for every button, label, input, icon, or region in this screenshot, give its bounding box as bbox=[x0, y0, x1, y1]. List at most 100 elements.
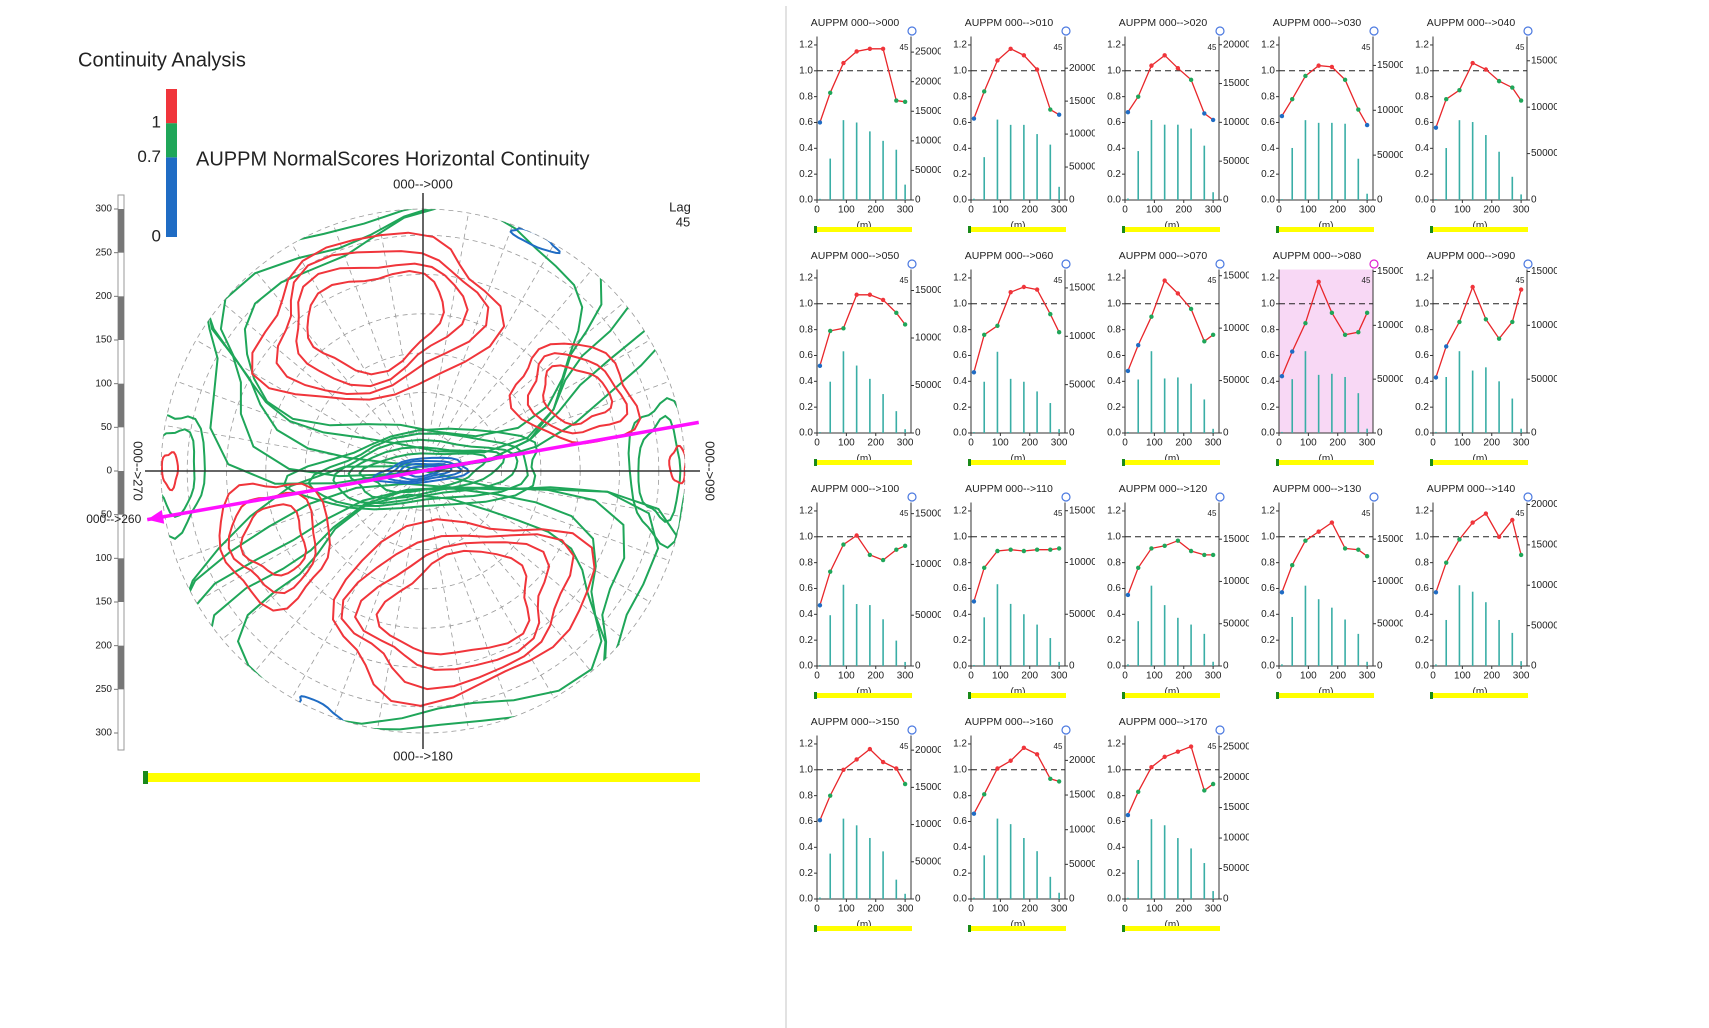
lag-slider-handle[interactable] bbox=[143, 771, 148, 784]
y-tick-label: 0.8 bbox=[1107, 557, 1121, 568]
lag-label: 45 bbox=[1054, 509, 1063, 518]
colorbar-label: 0.7 bbox=[137, 147, 161, 166]
variogram-chart[interactable]: AUPPM 000-->060 45 0.0 0.2 0.4 0.6 0.8 1.0 1.2 0 1… bbox=[953, 250, 1103, 466]
lag-slider-handle[interactable] bbox=[1122, 459, 1125, 466]
variogram-chart[interactable]: AUPPM 000-->170 45 0.0 0.2 0.4 0.6 0.8 1.0 1.2 0 1… bbox=[1107, 716, 1257, 932]
lag-slider[interactable] bbox=[815, 693, 912, 698]
lag-slider-handle[interactable] bbox=[1122, 692, 1125, 699]
x-tick-label: 0 bbox=[968, 438, 974, 449]
x-axis-label: (m) bbox=[857, 454, 872, 465]
lag-slider[interactable] bbox=[1123, 227, 1220, 232]
variogram-chart[interactable]: AUPPM 000-->070 45 0.0 0.2 0.4 0.6 0.8 1.0 1.2 0 1… bbox=[1107, 250, 1257, 466]
chart-title: AUPPM 000-->060 bbox=[965, 250, 1054, 262]
y-tick-label: 1.0 bbox=[1107, 531, 1121, 542]
lag-slider[interactable] bbox=[1123, 693, 1220, 698]
x-tick-label: 100 bbox=[838, 904, 855, 915]
lag-slider[interactable] bbox=[969, 227, 1066, 232]
lag-slider-handle[interactable] bbox=[968, 925, 971, 932]
lag-slider-handle[interactable] bbox=[814, 226, 817, 233]
radial-line bbox=[432, 488, 555, 699]
direction-label: 000-->000 bbox=[393, 176, 453, 191]
x-tick-label: 300 bbox=[1359, 671, 1376, 682]
variogram-chart[interactable]: AUPPM 000-->130 45 0.0 0.2 0.4 0.6 0.8 1.0 1.2 0 1… bbox=[1261, 483, 1411, 699]
variogram-chart[interactable]: AUPPM 000-->020 45 0.0 0.2 0.4 0.6 0.8 1.0 1.2 0 1… bbox=[1107, 17, 1257, 233]
lag-slider[interactable] bbox=[1277, 693, 1374, 698]
variogram-chart[interactable]: AUPPM 000-->100 45 0.0 0.2 0.4 0.6 0.8 1.0 1.2 0 1… bbox=[799, 483, 949, 699]
variogram-point bbox=[894, 766, 899, 771]
variogram-chart[interactable]: AUPPM 000-->150 45 0.0 0.2 0.4 0.6 0.8 1.0 1.2 0 1… bbox=[799, 716, 949, 932]
y-tick-label: 1.0 bbox=[1415, 531, 1429, 542]
variogram-chart[interactable]: AUPPM 000-->030 45 0.0 0.2 0.4 0.6 0.8 1.0 1.2 0 1… bbox=[1261, 17, 1411, 233]
variogram-point bbox=[1125, 812, 1131, 818]
colorbar-label: 1 bbox=[152, 113, 161, 132]
contour-line bbox=[542, 364, 614, 426]
lag-slider[interactable] bbox=[815, 227, 912, 232]
colorbar-segment bbox=[166, 89, 177, 124]
lag-slider-handle[interactable] bbox=[1430, 226, 1433, 233]
variogram-line bbox=[973, 48, 1060, 119]
lag-slider[interactable] bbox=[815, 460, 912, 465]
variogram-chart[interactable]: AUPPM 000-->050 45 0.0 0.2 0.4 0.6 0.8 1.0 1.2 0 1… bbox=[799, 250, 949, 466]
y2-tick-labels: 0 50000 100000 150000 200000 bbox=[915, 745, 941, 905]
lag-slider[interactable] bbox=[969, 460, 1066, 465]
x-tick-label: 200 bbox=[1021, 904, 1038, 915]
lag-slider-handle[interactable] bbox=[814, 925, 817, 932]
lag-slider[interactable] bbox=[1123, 926, 1220, 931]
lag-slider[interactable] bbox=[1277, 227, 1374, 232]
lag-slider[interactable] bbox=[1277, 460, 1374, 465]
x-tick-label: 0 bbox=[1430, 205, 1436, 216]
lag-slider-handle[interactable] bbox=[814, 692, 817, 699]
lag-slider[interactable] bbox=[1431, 460, 1528, 465]
chart-title: AUPPM 000-->160 bbox=[965, 716, 1054, 728]
lag-slider-handle[interactable] bbox=[814, 459, 817, 466]
y-tick-label: 0.6 bbox=[1261, 350, 1275, 361]
lag-slider-handle[interactable] bbox=[1276, 226, 1279, 233]
lag-slider-handle[interactable] bbox=[1122, 925, 1125, 932]
variogram-point bbox=[1364, 122, 1370, 128]
lag-slider[interactable] bbox=[1123, 460, 1220, 465]
x-tick-label: 300 bbox=[1513, 438, 1530, 449]
lag-slider-handle[interactable] bbox=[1276, 459, 1279, 466]
lag-slider[interactable] bbox=[1431, 693, 1528, 698]
contour-line bbox=[161, 451, 180, 492]
contour-line bbox=[275, 250, 490, 396]
lag-slider[interactable] bbox=[145, 773, 700, 782]
variogram-chart[interactable]: AUPPM 000-->080 45 0.0 0.2 0.4 0.6 0.8 1.0 1.2 0 1… bbox=[1261, 250, 1411, 466]
x-tick-label: 100 bbox=[1146, 438, 1163, 449]
y-tick-label: 0.0 bbox=[1107, 894, 1121, 905]
contour-line bbox=[295, 262, 469, 388]
lag-slider[interactable] bbox=[1431, 227, 1528, 232]
lag-slider-handle[interactable] bbox=[1276, 692, 1279, 699]
variogram-point bbox=[1470, 284, 1475, 290]
variogram-chart[interactable]: AUPPM 000-->140 45 0.0 0.2 0.4 0.6 0.8 1.0 1.2 0 1… bbox=[1415, 483, 1565, 699]
variogram-point bbox=[828, 569, 833, 574]
y2-tick-label: 100000 bbox=[1069, 129, 1103, 140]
variogram-point bbox=[902, 781, 908, 787]
x-tick-label: 0 bbox=[1430, 671, 1436, 682]
variogram-chart[interactable]: AUPPM 000-->110 45 0.0 0.2 0.4 0.6 0.8 1.0 1.2 0 1… bbox=[953, 483, 1103, 699]
lag-slider[interactable] bbox=[815, 926, 912, 931]
y2-tick-label: 50000 bbox=[915, 380, 943, 391]
variogram-chart[interactable]: AUPPM 000-->000 45 0.0 0.2 0.4 0.6 0.8 1.0 1.2 0 1… bbox=[799, 17, 949, 233]
lag-slider-handle[interactable] bbox=[1122, 226, 1125, 233]
lag-slider-handle[interactable] bbox=[968, 459, 971, 466]
chart-title: Continuity Analysis bbox=[78, 49, 246, 71]
variogram-chart[interactable]: AUPPM 000-->010 45 0.0 0.2 0.4 0.6 0.8 1.0 1.2 0 1… bbox=[953, 17, 1103, 233]
y-tick-label: 0.0 bbox=[1415, 661, 1429, 672]
lag-slider[interactable] bbox=[969, 926, 1066, 931]
variogram-chart[interactable]: AUPPM 000-->040 45 0.0 0.2 0.4 0.6 0.8 1.0 1.2 0 1… bbox=[1415, 17, 1565, 233]
lag-slider-handle[interactable] bbox=[1430, 459, 1433, 466]
y2-tick-label: 0 bbox=[1223, 661, 1229, 672]
variogram-chart[interactable]: AUPPM 000-->090 45 0.0 0.2 0.4 0.6 0.8 1.0 1.2 0 1… bbox=[1415, 250, 1565, 466]
lag-slider[interactable] bbox=[969, 693, 1066, 698]
variogram-point bbox=[1188, 744, 1194, 749]
variogram-chart[interactable]: AUPPM 000-->120 45 0.0 0.2 0.4 0.6 0.8 1.0 1.2 0 1… bbox=[1107, 483, 1257, 699]
lag-slider-handle[interactable] bbox=[1430, 692, 1433, 699]
variogram-chart[interactable]: AUPPM 000-->160 45 0.0 0.2 0.4 0.6 0.8 1.0 1.2 0 1… bbox=[953, 716, 1103, 932]
variogram-point bbox=[1136, 789, 1141, 794]
x-tick-label: 200 bbox=[1329, 205, 1346, 216]
x-tick-label: 100 bbox=[838, 205, 855, 216]
lag-slider-handle[interactable] bbox=[968, 692, 971, 699]
lag-slider-handle[interactable] bbox=[968, 226, 971, 233]
